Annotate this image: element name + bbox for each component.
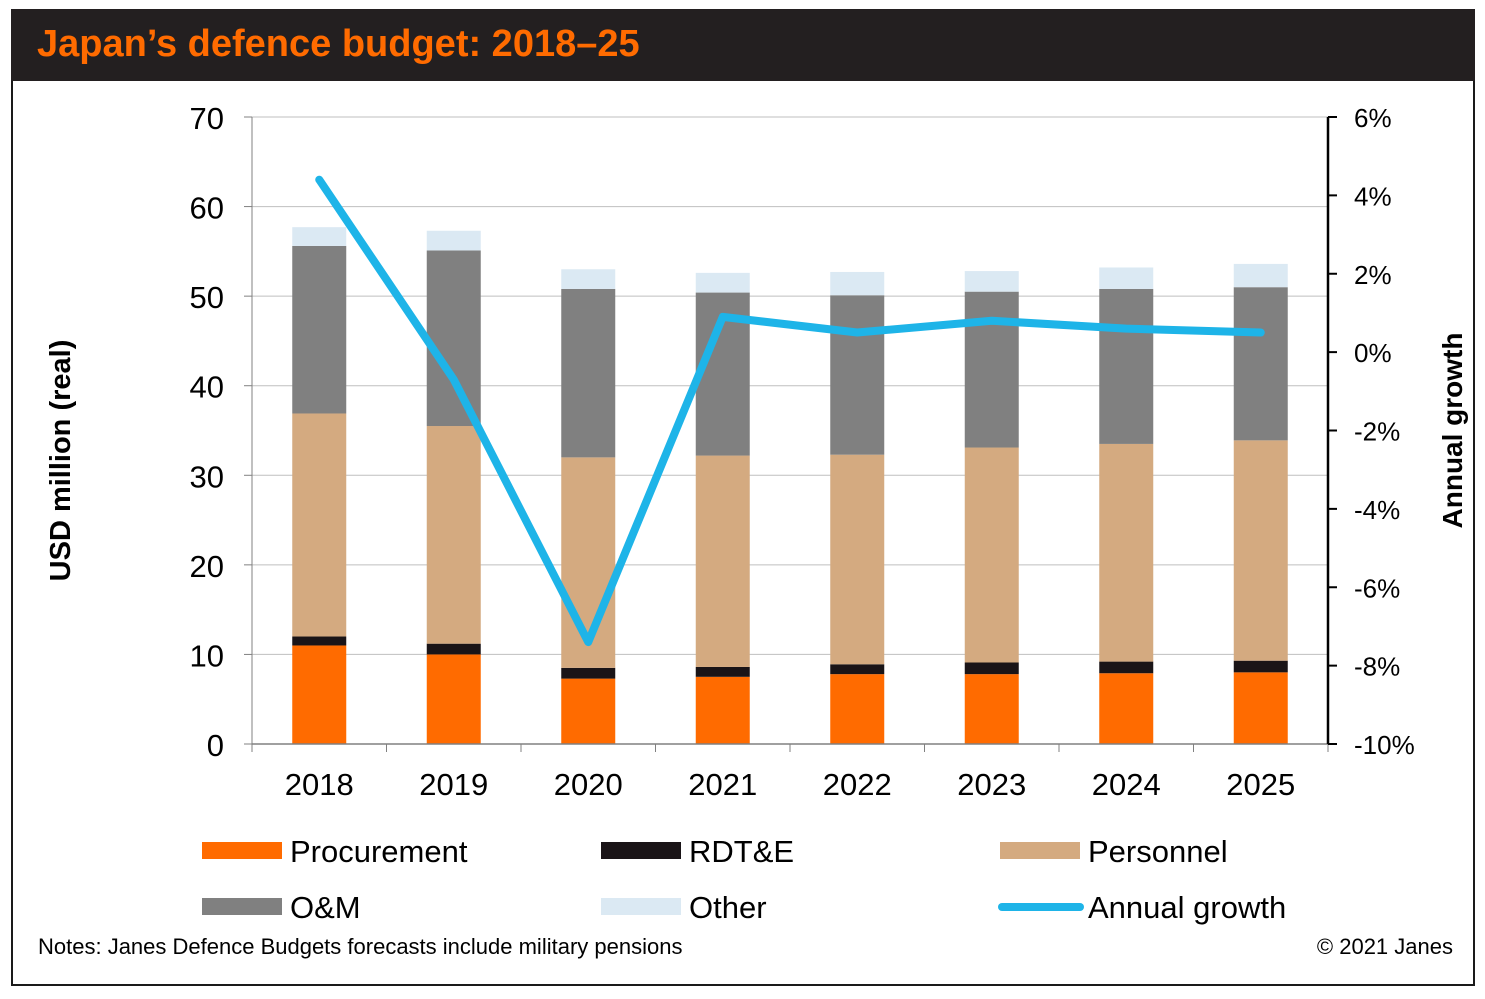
bar-rdte-2020	[561, 667, 616, 679]
bar-rdte-2021	[695, 666, 750, 677]
bar-procurement-2018	[292, 645, 347, 744]
bar-other-2023	[964, 271, 1019, 292]
y-tick-label: 20	[190, 549, 224, 584]
bar-personnel-2019	[426, 426, 481, 644]
y2-tick-label: -8%	[1354, 652, 1400, 682]
bar-stacks	[292, 227, 1288, 744]
y2-tick-label: -10%	[1354, 730, 1415, 760]
bar-other-2018	[292, 227, 347, 246]
x-tick-label: 2020	[554, 767, 623, 802]
bar-personnel-2018	[292, 413, 347, 637]
axes: 0 10 20 30 40 50 60 70 -10% -8% -6% -4% -2% 0% 2% 4% 6% U…	[45, 101, 1468, 802]
bar-other-2020	[561, 269, 616, 289]
notes-text: Notes: Janes Defence Budgets forecasts i…	[38, 934, 683, 959]
x-tick-label: 2019	[419, 767, 488, 802]
legend-label-growth: Annual growth	[1088, 890, 1286, 925]
x-tick-label: 2022	[823, 767, 892, 802]
legend-label-personnel: Personnel	[1088, 834, 1228, 869]
bar-procurement-2019	[426, 654, 481, 744]
bar-personnel-2023	[964, 447, 1019, 663]
y2-tick-label: 2%	[1354, 260, 1392, 290]
bar-personnel-2021	[695, 455, 750, 667]
legend-swatch-other	[601, 898, 681, 915]
y2-tick-label: 0%	[1354, 338, 1392, 368]
y2-tick-label: -4%	[1354, 495, 1400, 525]
x-tick-label: 2025	[1226, 767, 1295, 802]
legend: Procurement RDT&E Personnel O&M Other Annual …	[202, 834, 1286, 925]
y-tick-label: 40	[190, 370, 224, 405]
x-tick-label: 2023	[957, 767, 1026, 802]
y-tick-label: 0	[207, 728, 224, 763]
legend-swatch-om	[202, 898, 282, 915]
bar-other-2021	[695, 272, 750, 293]
y2-tick-label: -2%	[1354, 417, 1400, 447]
chart-title: Japan’s defence budget: 2018–25	[37, 23, 640, 65]
bar-rdte-2024	[1099, 661, 1154, 674]
bar-procurement-2024	[1099, 673, 1154, 744]
y-tick-label: 10	[190, 638, 224, 673]
bar-om-2020	[561, 288, 616, 458]
legend-swatch-rdte	[601, 842, 681, 859]
bar-rdte-2025	[1233, 660, 1288, 673]
bar-rdte-2022	[830, 664, 885, 675]
x-tick-label: 2021	[688, 767, 757, 802]
y-axis-title: USD million (real)	[45, 340, 77, 582]
bar-other-2019	[426, 230, 481, 251]
legend-swatch-personnel	[1000, 842, 1080, 859]
bar-om-2022	[830, 295, 885, 455]
y2-tick-label: 6%	[1354, 103, 1392, 133]
copyright-text: © 2021 Janes	[1316, 934, 1453, 959]
bar-personnel-2022	[830, 454, 885, 665]
y-tick-label: 70	[190, 101, 224, 136]
x-tick-label: 2024	[1092, 767, 1161, 802]
bar-om-2019	[426, 250, 481, 427]
growth-line	[315, 175, 1265, 647]
bar-rdte-2019	[426, 643, 481, 655]
bar-procurement-2025	[1233, 672, 1288, 744]
bar-rdte-2018	[292, 636, 347, 646]
bar-procurement-2023	[964, 674, 1019, 744]
growth-line-layer	[315, 175, 1265, 647]
bar-om-2025	[1233, 287, 1288, 441]
legend-label-other: Other	[689, 890, 767, 925]
y-tick-label: 60	[190, 191, 224, 226]
bar-personnel-2024	[1099, 443, 1154, 662]
bar-om-2023	[964, 291, 1019, 448]
y2-axis-title: Annual growth	[1437, 333, 1468, 529]
legend-label-om: O&M	[290, 890, 361, 925]
bar-rdte-2023	[964, 662, 1019, 675]
y2-tick-label: -6%	[1354, 573, 1400, 603]
bar-procurement-2020	[561, 678, 616, 744]
y-tick-label: 50	[190, 280, 224, 315]
bar-om-2024	[1099, 288, 1154, 444]
y2-tick-label: 4%	[1354, 181, 1392, 211]
x-tick-label: 2018	[285, 767, 354, 802]
legend-swatch-procurement	[202, 842, 282, 859]
bar-other-2024	[1099, 267, 1154, 289]
bar-om-2018	[292, 245, 347, 414]
legend-label-rdte: RDT&E	[689, 834, 794, 869]
bar-other-2022	[830, 271, 885, 296]
title-bar: Japan’s defence budget: 2018–25	[11, 9, 1475, 81]
bar-procurement-2022	[830, 674, 885, 744]
bar-personnel-2025	[1233, 440, 1288, 661]
bar-other-2025	[1233, 263, 1288, 288]
legend-label-procurement: Procurement	[290, 834, 468, 869]
gridlines	[252, 116, 1328, 655]
bar-procurement-2021	[695, 676, 750, 744]
y-tick-label: 30	[190, 459, 224, 494]
